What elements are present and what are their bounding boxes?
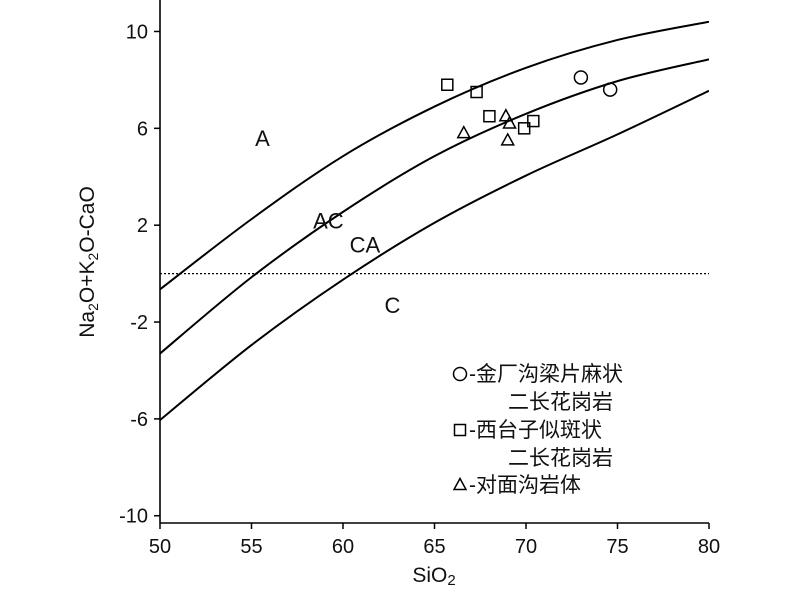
y-tick-label: 2 bbox=[137, 215, 148, 237]
triangle-point bbox=[502, 115, 517, 129]
square-point bbox=[483, 109, 496, 123]
y-axis-title: Na2O+K2O-CaO bbox=[76, 186, 101, 338]
field-label-c: C bbox=[384, 293, 400, 318]
triangle-point bbox=[456, 125, 472, 139]
x-axis-title: SiO2 bbox=[412, 564, 455, 589]
data-points bbox=[441, 70, 618, 146]
legend-label-continued: 二长花岗岩 bbox=[508, 447, 613, 470]
x-tick-label: 65 bbox=[423, 536, 445, 558]
y-tick-label: 6 bbox=[137, 118, 148, 140]
x-tick-label: 60 bbox=[332, 536, 354, 558]
legend-square-icon bbox=[453, 423, 467, 437]
square-point bbox=[441, 78, 454, 91]
legend-label: -金厂沟梁片麻状 bbox=[469, 363, 623, 386]
circle-point bbox=[573, 70, 589, 85]
triangle-point bbox=[500, 132, 515, 146]
legend-label: -对面沟岩体 bbox=[469, 474, 581, 497]
field-label-ca: CA bbox=[350, 233, 381, 258]
square-point bbox=[470, 85, 483, 99]
legend-circle-icon bbox=[452, 366, 468, 382]
boundary-curve-1 bbox=[160, 20, 709, 291]
boundary-curve-3 bbox=[160, 89, 709, 421]
y-tick-label: -10 bbox=[119, 506, 148, 528]
boundary-curves bbox=[160, 20, 709, 421]
square-point bbox=[527, 114, 540, 128]
triangle-point bbox=[498, 108, 514, 122]
x-tick-label: 80 bbox=[698, 536, 720, 558]
square-point bbox=[517, 122, 531, 135]
y-tick-label: -2 bbox=[130, 312, 148, 334]
x-tick-label: 55 bbox=[240, 536, 262, 558]
x-ticks: 50 55 60 65 70 75 80 bbox=[149, 523, 720, 558]
y-tick-label: 10 bbox=[126, 21, 148, 43]
x-tick-label: 50 bbox=[149, 536, 171, 558]
field-label-ac: AC bbox=[313, 208, 344, 233]
field-label-a: A bbox=[255, 126, 270, 151]
x-tick-label: 70 bbox=[515, 536, 537, 558]
y-tick-label: -6 bbox=[130, 409, 148, 431]
legend-triangle-icon bbox=[452, 476, 468, 491]
boundary-curve-2 bbox=[160, 58, 709, 355]
legend-label-continued: 二长花岗岩 bbox=[508, 391, 613, 414]
legend-label: -西台子似斑状 bbox=[469, 419, 602, 442]
x-tick-label: 75 bbox=[606, 536, 628, 558]
circle-point bbox=[602, 82, 618, 97]
y-ticks: 10 6 2 -2 -6 -10 bbox=[119, 21, 160, 528]
